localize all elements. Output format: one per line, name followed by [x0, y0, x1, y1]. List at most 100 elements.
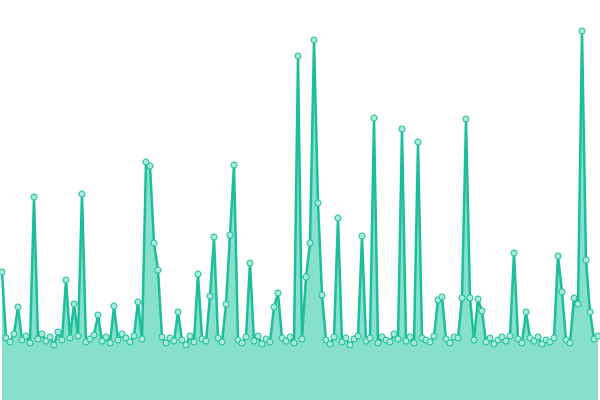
- point: [346, 341, 354, 349]
- point: [122, 334, 130, 342]
- point: [570, 294, 578, 302]
- point: [430, 332, 438, 340]
- point: [566, 339, 574, 347]
- point: [74, 332, 82, 340]
- point: [506, 332, 514, 340]
- point: [30, 193, 38, 201]
- point: [518, 339, 526, 347]
- point: [138, 335, 146, 343]
- point: [498, 333, 506, 341]
- point: [474, 295, 482, 303]
- point: [294, 52, 302, 60]
- point: [94, 311, 102, 319]
- point: [118, 330, 126, 338]
- point: [410, 339, 418, 347]
- point: [114, 336, 122, 344]
- point: [206, 292, 214, 300]
- point: [58, 336, 66, 344]
- point: [86, 335, 94, 343]
- point: [530, 337, 538, 345]
- point: [222, 300, 230, 308]
- point: [522, 308, 530, 316]
- point: [578, 27, 586, 35]
- point: [54, 328, 62, 336]
- point: [66, 334, 74, 342]
- point: [178, 336, 186, 344]
- point: [238, 339, 246, 347]
- point: [90, 331, 98, 339]
- point: [0, 268, 6, 276]
- point: [110, 302, 118, 310]
- point: [546, 338, 554, 346]
- point: [170, 337, 178, 345]
- point: [162, 339, 170, 347]
- point: [230, 161, 238, 169]
- point: [550, 334, 558, 342]
- point: [134, 298, 142, 306]
- point: [502, 337, 510, 345]
- point: [142, 158, 150, 166]
- point: [314, 199, 322, 207]
- point: [130, 332, 138, 340]
- point: [190, 338, 198, 346]
- point: [466, 294, 474, 302]
- point: [290, 339, 298, 347]
- point: [478, 307, 486, 315]
- point: [454, 334, 462, 342]
- point: [366, 334, 374, 342]
- point: [406, 333, 414, 341]
- point: [458, 294, 466, 302]
- point: [42, 337, 50, 345]
- point: [70, 300, 78, 308]
- point: [194, 270, 202, 278]
- point: [322, 336, 330, 344]
- point: [46, 333, 54, 341]
- point: [594, 332, 600, 340]
- point: [582, 256, 590, 264]
- point: [426, 338, 434, 346]
- point: [34, 335, 42, 343]
- point: [374, 339, 382, 347]
- point: [18, 336, 26, 344]
- point: [330, 333, 338, 341]
- point: [218, 338, 226, 346]
- point: [282, 337, 290, 345]
- point: [390, 330, 398, 338]
- point: [310, 36, 318, 44]
- point: [210, 233, 218, 241]
- point: [246, 259, 254, 267]
- point: [442, 335, 450, 343]
- point: [326, 340, 334, 348]
- point: [558, 288, 566, 296]
- point: [126, 338, 134, 346]
- point: [482, 338, 490, 346]
- point: [438, 293, 446, 301]
- point: [574, 300, 582, 308]
- point: [342, 334, 350, 342]
- point: [298, 335, 306, 343]
- point: [510, 249, 518, 257]
- point: [554, 252, 562, 260]
- point: [154, 266, 162, 274]
- point: [402, 337, 410, 345]
- point: [182, 341, 190, 349]
- point: [10, 330, 18, 338]
- point: [334, 214, 342, 222]
- point: [490, 340, 498, 348]
- point: [98, 337, 106, 345]
- point: [186, 332, 194, 340]
- point: [446, 339, 454, 347]
- point: [62, 276, 70, 284]
- point: [250, 337, 258, 345]
- point: [394, 335, 402, 343]
- point: [38, 330, 46, 338]
- point: [150, 239, 158, 247]
- point: [370, 114, 378, 122]
- point: [266, 338, 274, 346]
- point: [242, 333, 250, 341]
- point: [26, 339, 34, 347]
- point: [78, 190, 86, 198]
- point: [302, 273, 310, 281]
- point: [306, 239, 314, 247]
